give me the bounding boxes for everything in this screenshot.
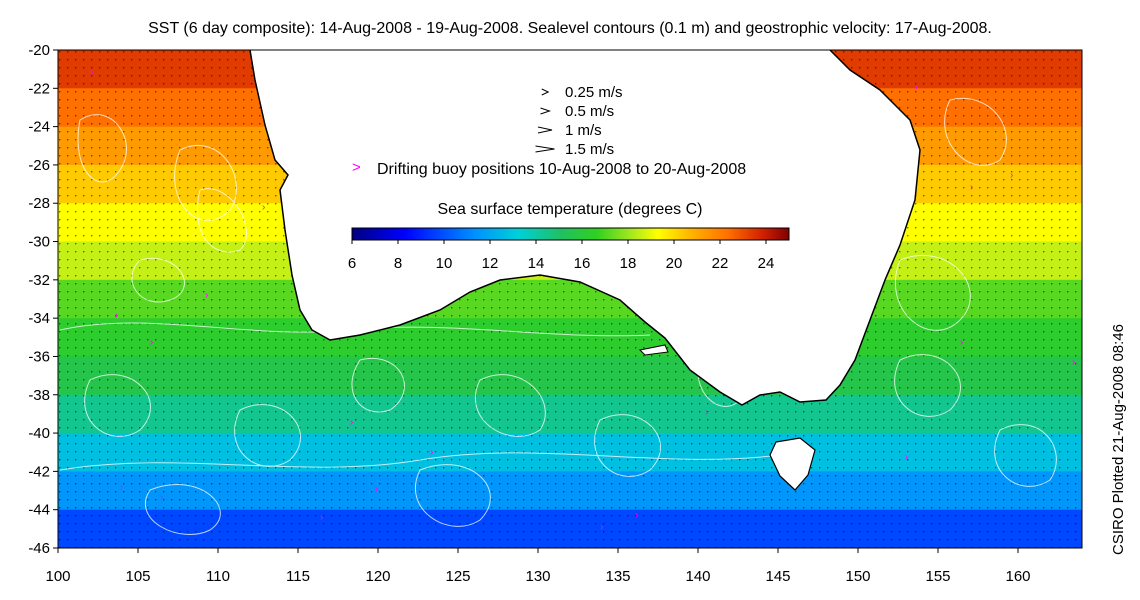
drifting-buoys: › › › › › › › › › › › › › › › › › › › ›	[90, 67, 1075, 533]
svg-text:›: ›	[262, 202, 265, 213]
colorbar-title: Sea surface temperature (degrees C)	[437, 201, 702, 218]
lat-tick-label: -32	[28, 272, 50, 289]
colorbar-tick-label: 10	[436, 255, 453, 272]
lon-tick-label: 105	[125, 568, 150, 585]
svg-text:›: ›	[115, 310, 118, 321]
map-frame	[57, 49, 1083, 549]
svg-text:›: ›	[120, 482, 123, 493]
colorbar-tick-label: 14	[528, 255, 545, 272]
svg-text:›: ›	[350, 417, 353, 428]
lat-tick-label: -22	[28, 80, 50, 97]
lon-tick-label: 120	[365, 568, 390, 585]
colorbar-tick-label: 16	[574, 255, 591, 272]
svg-text:›: ›	[600, 522, 603, 533]
tasmania	[769, 437, 816, 491]
colorbar-tick-label: 8	[394, 255, 402, 272]
sst-colorbar	[351, 227, 790, 241]
lon-tick-label: 155	[925, 568, 950, 585]
svg-text:›: ›	[160, 492, 163, 503]
colorbar-tick-label: 24	[758, 255, 775, 272]
velocity-scale-arrow	[541, 88, 550, 96]
colorbar-tick-label: 18	[620, 255, 637, 272]
svg-text:›: ›	[705, 407, 708, 418]
svg-text:›: ›	[90, 67, 93, 78]
colorbar-tick-label: 12	[482, 255, 499, 272]
svg-text:›: ›	[320, 512, 323, 523]
velocity-scale-arrow	[535, 145, 555, 153]
lat-tick-label: -30	[28, 234, 50, 251]
svg-text:›: ›	[1072, 357, 1075, 368]
velocity-scale-legend: 0.25 m/s 0.5 m/s 1 m/s 1.5 m/s	[535, 84, 623, 158]
coastline	[249, 49, 921, 406]
plot-credit: CSIRO Plotted 21-Aug-2008 08:46	[1110, 324, 1127, 555]
lat-tick-label: -40	[28, 425, 50, 442]
svg-text:›: ›	[915, 82, 918, 93]
colorbar-tick-label: 20	[666, 255, 683, 272]
map-title: SST (6 day composite): 14-Aug-2008 - 19-…	[148, 20, 992, 37]
lon-tick-label: 110	[206, 568, 230, 585]
svg-text:›: ›	[375, 484, 378, 495]
lat-tick-label: -44	[28, 502, 50, 519]
lon-tick-label: 160	[1005, 568, 1030, 585]
lat-tick-label: -20	[28, 42, 50, 59]
velocity-scale-label: 1 m/s	[565, 122, 602, 139]
lon-tick-label: 100	[45, 568, 70, 585]
lat-tick-label: -28	[28, 195, 50, 212]
lon-tick-label: 135	[605, 568, 630, 585]
velocity-scale-arrow	[537, 126, 553, 134]
lat-tick-label: -38	[28, 387, 50, 404]
lon-tick-label: 125	[445, 568, 470, 585]
velocity-scale-label: 0.5 m/s	[565, 103, 614, 120]
lat-tick-label: -42	[28, 463, 50, 480]
svg-text:›: ›	[905, 452, 908, 463]
lat-tick-label: -46	[28, 540, 50, 557]
svg-text:›: ›	[150, 337, 153, 348]
svg-text:›: ›	[205, 290, 208, 301]
legend-panel: 0.25 m/s 0.5 m/s 1 m/s 1.5 m/s > Drifting b…	[348, 84, 790, 272]
lon-tick-label: 140	[685, 568, 710, 585]
velocity-scale-arrow	[540, 107, 552, 115]
svg-text:›: ›	[960, 337, 963, 348]
velocity-scale-label: 1.5 m/s	[565, 141, 614, 158]
lon-tick-label: 145	[765, 568, 790, 585]
svg-text:›: ›	[970, 182, 973, 193]
colorbar-tick-label: 6	[348, 255, 356, 272]
kangaroo-island	[638, 344, 669, 356]
lat-tick-label: -34	[28, 310, 50, 327]
lon-tick-label: 115	[286, 568, 310, 585]
svg-text:›: ›	[635, 510, 638, 521]
colorbar-ticks: 6 8 10 12 14 16 18 20 22 24	[348, 240, 775, 272]
buoy-legend-label: Drifting buoy positions 10-Aug-2008 to 2…	[377, 161, 746, 178]
colorbar-tick-label: 22	[712, 255, 729, 272]
longitude-axis: 100 105 110 115 120 125 130 135 140 145 150 155 160	[45, 548, 1031, 585]
latitude-axis: -20 -22 -24 -26 -28 -30 -32 -34 -36 -38 -40 -42 -44 -…	[28, 42, 58, 557]
svg-text:›: ›	[430, 447, 433, 458]
lon-tick-label: 130	[525, 568, 550, 585]
lat-tick-label: -36	[28, 348, 50, 365]
lat-tick-label: -24	[28, 119, 50, 136]
lon-tick-label: 150	[845, 568, 870, 585]
lat-tick-label: -26	[28, 157, 50, 174]
svg-text:›: ›	[1010, 170, 1013, 181]
buoy-marker: >	[352, 159, 361, 176]
velocity-scale-label: 0.25 m/s	[565, 84, 623, 101]
